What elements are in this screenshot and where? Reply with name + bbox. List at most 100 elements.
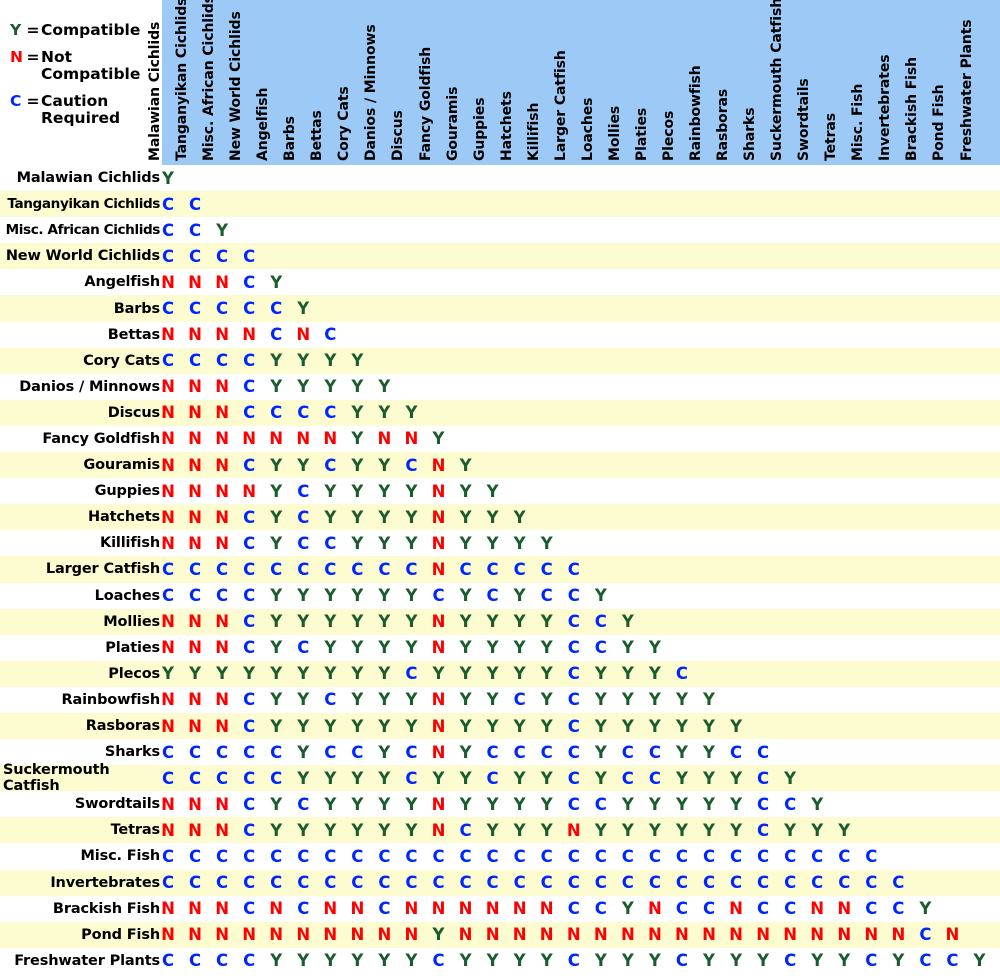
cell-swordtails-12: Y bbox=[486, 794, 499, 814]
cell-swordtails-24: Y bbox=[811, 794, 824, 814]
cell-platies-3: C bbox=[243, 638, 256, 658]
row-label-angelfish: Angelfish bbox=[84, 274, 160, 291]
row-label-brackish-fish: Brackish Fish bbox=[52, 900, 160, 917]
cell-loaches-13: Y bbox=[513, 586, 526, 606]
column-header-plecos: Plecos bbox=[660, 110, 677, 161]
cell-fancy-goldfish-1: N bbox=[188, 429, 202, 449]
row-label-loaches: Loaches bbox=[94, 587, 160, 604]
cell-tetras-4: Y bbox=[270, 820, 283, 840]
cell-tetras-11: C bbox=[459, 820, 472, 840]
cell-suckermouth-catfish-16: Y bbox=[594, 768, 607, 788]
cell-freshwater-plants-12: Y bbox=[486, 951, 499, 971]
cell-swordtails-19: Y bbox=[675, 794, 688, 814]
cell-barbs-3: C bbox=[243, 299, 256, 319]
cell-pond-fish-2: N bbox=[215, 925, 229, 945]
cell-pond-fish-7: N bbox=[350, 925, 365, 945]
cell-guppies-7: Y bbox=[351, 481, 364, 501]
cell-invertebrates-19: C bbox=[675, 873, 688, 893]
table-row: Danios / Minnows N N N C Y Y Y Y Y bbox=[0, 373, 1000, 400]
cell-suckermouth-catfish-23: Y bbox=[784, 768, 797, 788]
cell-suckermouth-catfish-4: C bbox=[270, 768, 283, 788]
cell-loaches-9: Y bbox=[405, 586, 418, 606]
cell-pond-fish-23: N bbox=[783, 925, 798, 945]
cell-loaches-4: Y bbox=[270, 586, 283, 606]
cell-brackish-fish-10: N bbox=[431, 899, 446, 919]
cell-barbs-5: Y bbox=[297, 299, 310, 319]
cell-fancy-goldfish-3: N bbox=[242, 429, 257, 449]
cell-larger-catfish-6: C bbox=[324, 559, 337, 579]
cell-loaches-5: Y bbox=[297, 586, 310, 606]
cell-brackish-fish-2: N bbox=[215, 899, 229, 919]
cell-freshwater-plants-13: Y bbox=[513, 951, 526, 971]
table-row: Killifish N N N C Y C C Y Y Y N Y Y Y Y bbox=[0, 530, 1000, 557]
cell-brackish-fish-3: C bbox=[243, 899, 256, 919]
row-label-larger-catfish: Larger Catfish bbox=[45, 561, 160, 578]
cell-misc-african-cichlids-1: C bbox=[188, 220, 202, 240]
cell-hatchets-9: Y bbox=[405, 507, 418, 527]
cell-gouramis-0: N bbox=[161, 455, 175, 475]
row-label-cory-cats: Cory Cats bbox=[83, 352, 160, 369]
table-row: Fancy Goldfish N N N N N N N Y N N Y bbox=[0, 425, 1000, 453]
cell-freshwater-plants-5: Y bbox=[297, 951, 310, 971]
cell-bettas-4: C bbox=[270, 325, 283, 345]
cell-pond-fish-20: N bbox=[702, 925, 716, 945]
column-header-sharks: Sharks bbox=[742, 107, 759, 161]
legend-label-y: Compatible bbox=[41, 21, 141, 39]
cell-guppies-3: N bbox=[242, 481, 257, 501]
cell-barbs-4: C bbox=[270, 299, 283, 319]
cell-rasboras-18: Y bbox=[648, 716, 661, 736]
row-label-tetras: Tetras bbox=[110, 822, 161, 839]
cell-rasboras-4: Y bbox=[270, 716, 283, 736]
cell-invertebrates-9: C bbox=[405, 873, 418, 893]
column-header-brackish-fish: Brackish Fish bbox=[904, 57, 921, 161]
cell-suckermouth-catfish-20: Y bbox=[703, 768, 715, 788]
cell-rasboras-10: N bbox=[431, 716, 446, 736]
cell-loaches-15: C bbox=[567, 586, 580, 606]
cell-fancy-goldfish-2: N bbox=[215, 429, 229, 449]
row-label-guppies: Guppies bbox=[94, 483, 161, 500]
row-label-hatchets: Hatchets bbox=[88, 509, 160, 526]
cell-fancy-goldfish-0: N bbox=[161, 429, 175, 449]
cell-sharks-2: C bbox=[216, 742, 229, 762]
cell-brackish-fish-24: N bbox=[810, 899, 825, 919]
cell-loaches-16: Y bbox=[594, 586, 607, 606]
cell-bettas-6: C bbox=[324, 325, 337, 345]
legend-equals-sign: = bbox=[26, 21, 40, 39]
cell-rasboras-20: Y bbox=[703, 716, 715, 736]
cell-plecos-8: Y bbox=[378, 664, 391, 684]
cell-suckermouth-catfish-2: C bbox=[216, 768, 229, 788]
cell-swordtails-1: N bbox=[188, 794, 202, 814]
cell-new-world-cichlids-0: C bbox=[161, 246, 175, 266]
cell-rasboras-19: Y bbox=[675, 716, 688, 736]
cell-suckermouth-catfish-13: Y bbox=[513, 768, 526, 788]
cell-plecos-19: C bbox=[675, 664, 688, 684]
cell-misc-fish-24: C bbox=[811, 846, 824, 866]
cell-larger-catfish-0: C bbox=[161, 559, 175, 579]
cell-platies-6: Y bbox=[324, 638, 337, 658]
cell-plecos-7: Y bbox=[351, 664, 364, 684]
cell-mollies-10: N bbox=[431, 612, 446, 632]
cell-suckermouth-catfish-22: C bbox=[757, 768, 770, 788]
column-header-rainbowfish: Rainbowfish bbox=[688, 65, 704, 161]
cell-tetras-10: N bbox=[431, 820, 446, 840]
cell-pond-fish-5: N bbox=[296, 925, 311, 945]
table-row: Tanganyikan Cichlids C C bbox=[0, 191, 1000, 218]
cell-plecos-5: Y bbox=[297, 664, 310, 684]
row-label-misc-fish: Misc. Fish bbox=[80, 848, 160, 865]
column-header-barbs: Barbs bbox=[282, 116, 299, 161]
cell-guppies-5: C bbox=[297, 481, 310, 501]
cell-hatchets-0: N bbox=[161, 507, 175, 527]
cell-misc-fish-16: C bbox=[594, 846, 607, 866]
cell-rainbowfish-13: C bbox=[513, 690, 526, 710]
cell-angelfish-0: N bbox=[161, 272, 175, 292]
cell-freshwater-plants-21: Y bbox=[730, 951, 743, 971]
cell-loaches-8: Y bbox=[378, 586, 391, 606]
cell-invertebrates-26: C bbox=[865, 873, 878, 893]
row-label-new-world-cichlids: New World Cichlids bbox=[5, 248, 160, 265]
cell-freshwater-plants-0: C bbox=[161, 951, 175, 971]
table-row: Freshwater Plants C C C C Y Y Y Y Y Y C Y Y Y Y C Y Y Y C Y Y Y… bbox=[0, 947, 1000, 974]
cell-killifish-11: Y bbox=[459, 533, 472, 553]
cell-tetras-17: Y bbox=[621, 820, 634, 840]
cell-tetras-25: Y bbox=[838, 820, 851, 840]
cell-suckermouth-catfish-10: Y bbox=[432, 768, 445, 788]
